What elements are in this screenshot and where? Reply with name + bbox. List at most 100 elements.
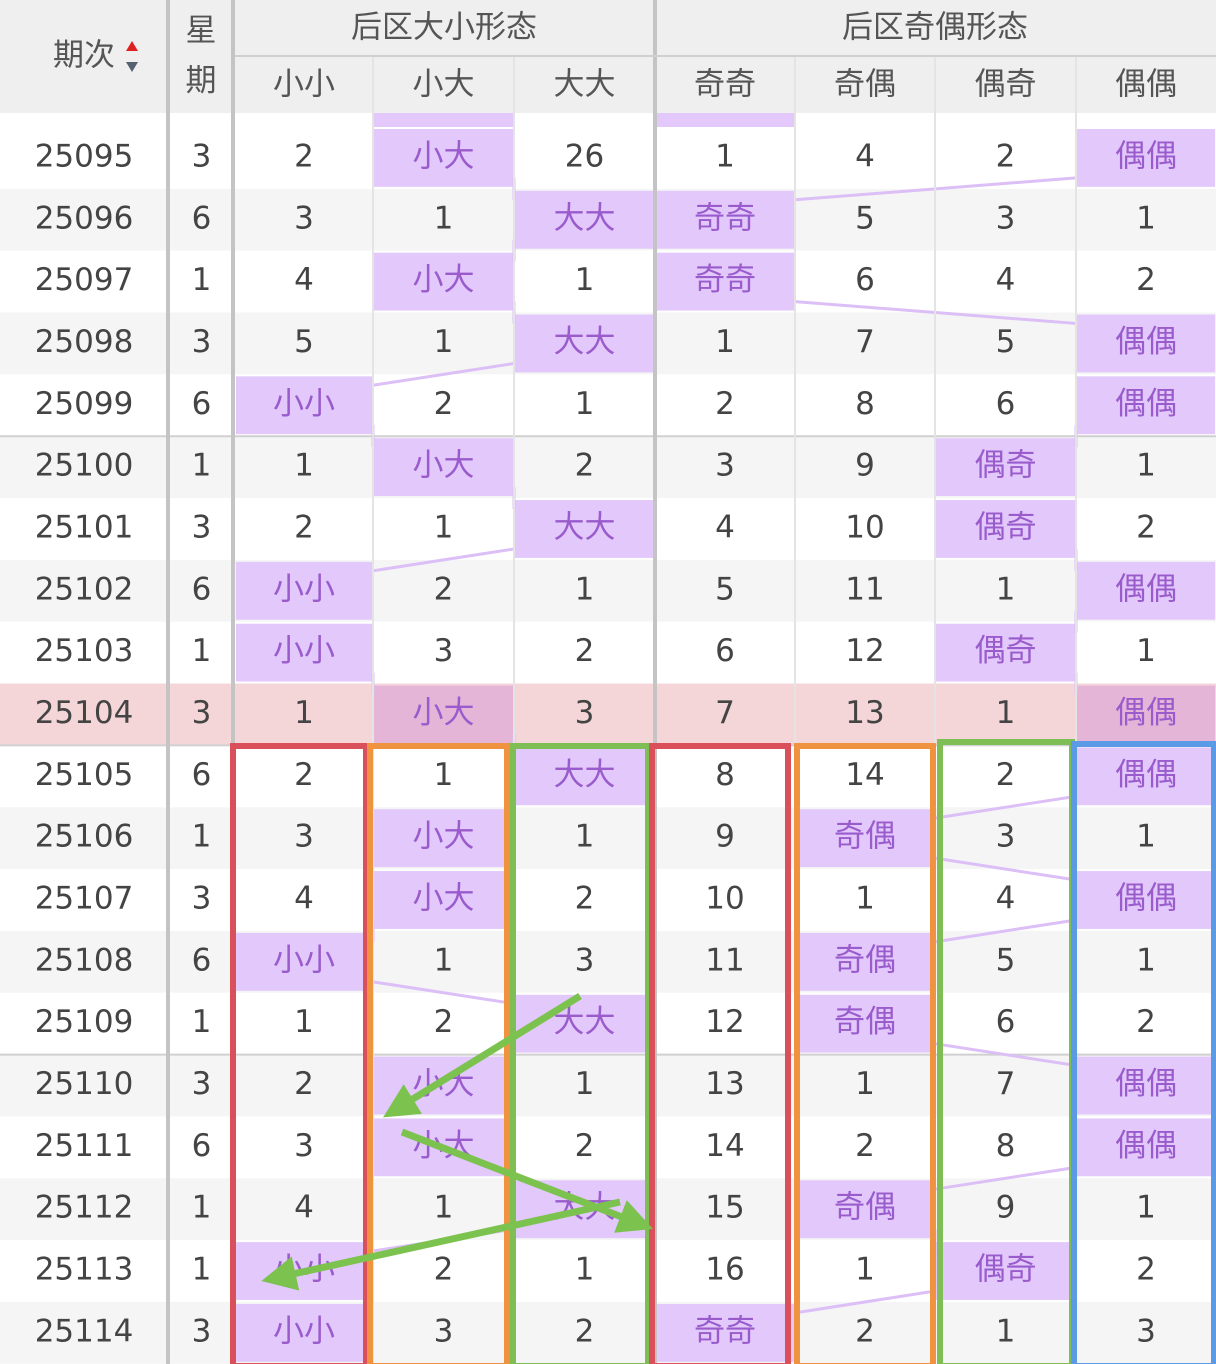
cell-value: 1 <box>1136 1190 1156 1226</box>
hit-cell <box>1077 314 1215 373</box>
weekday: 6 <box>192 942 212 978</box>
weekday-header: 星期 <box>186 13 217 99</box>
cell-value: 4 <box>294 1190 314 1226</box>
cell-value: 6 <box>715 633 735 669</box>
period: 25107 <box>35 881 134 917</box>
cell-value: 7 <box>996 1066 1016 1102</box>
cell-value: 偶奇 <box>975 509 1037 545</box>
cell-value: 小大 <box>413 448 475 484</box>
cell-value: 小大 <box>413 881 475 917</box>
cell-value: 16 <box>705 1252 744 1288</box>
boxes <box>230 739 1216 1364</box>
weekday: 3 <box>192 881 212 917</box>
weekday: 1 <box>192 262 212 298</box>
cell-value: 1 <box>855 1066 875 1102</box>
cell-value: 6 <box>996 386 1016 422</box>
weekday: 1 <box>192 1004 212 1040</box>
cell-value: 3 <box>996 200 1016 236</box>
cell-value: 5 <box>996 942 1016 978</box>
weekday: 3 <box>192 324 212 360</box>
cell-value: 13 <box>705 1066 744 1102</box>
cell-value: 5 <box>996 324 1016 360</box>
hit-cell <box>656 190 794 249</box>
trend-link <box>934 794 1077 820</box>
hit-cell <box>936 438 1075 497</box>
period: 25103 <box>35 633 134 669</box>
hit-cell <box>936 1242 1075 1300</box>
cell-value: 13 <box>845 695 884 731</box>
cell-value: 4 <box>996 881 1016 917</box>
cell-value: 大大 <box>554 324 616 360</box>
cell-value: 15 <box>705 1190 744 1226</box>
cell-value: 偶偶 <box>1115 1066 1177 1102</box>
cell-value: 偶偶 <box>1115 695 1177 731</box>
cell-value: 偶偶 <box>1115 386 1177 422</box>
cell-value: 3 <box>1136 1313 1156 1349</box>
cell-value: 奇奇 <box>694 200 756 236</box>
row-bg <box>0 930 1216 993</box>
cell-value: 1 <box>715 324 735 360</box>
cell-value: 2 <box>1136 509 1156 545</box>
cell-value: 1 <box>434 757 454 793</box>
cell-value: 1 <box>996 1313 1016 1349</box>
hit-cell <box>936 623 1075 682</box>
cell-value: 2 <box>575 633 595 669</box>
cell-value: 1 <box>855 1252 875 1288</box>
group-header: 后区大小形态 <box>351 10 537 46</box>
cell-value: 3 <box>294 819 314 855</box>
hit-cell <box>1077 561 1215 620</box>
hit-cell <box>1077 685 1215 744</box>
hit-cell <box>374 871 513 929</box>
cell-value: 奇偶 <box>834 819 896 855</box>
hit-cell <box>374 129 513 187</box>
cell-value: 1 <box>434 324 454 360</box>
cell-value: 2 <box>1136 1252 1156 1288</box>
hit-cell <box>374 809 513 868</box>
cell-value: 小大 <box>413 262 475 298</box>
cell-value: 偶奇 <box>975 448 1037 484</box>
period: 25095 <box>35 138 134 174</box>
cell-value: 大大 <box>554 200 616 236</box>
cell-value: 2 <box>855 1128 875 1164</box>
cell-value: 2 <box>996 138 1016 174</box>
cell-value: 小小 <box>273 386 335 422</box>
sort-up[interactable] <box>126 41 138 51</box>
cell-value: 偶奇 <box>975 633 1037 669</box>
cell-value: 小小 <box>273 633 335 669</box>
cell-value: 5 <box>855 200 875 236</box>
cell-value: 1 <box>575 386 595 422</box>
hit-cell <box>1077 871 1215 929</box>
cell-value: 4 <box>294 262 314 298</box>
period: 25096 <box>35 200 134 236</box>
cell-value: 1 <box>575 262 595 298</box>
cell-value: 3 <box>294 200 314 236</box>
period: 25097 <box>35 262 134 298</box>
cell-value: 6 <box>855 262 875 298</box>
row-bg <box>0 1116 1216 1179</box>
hit-cell <box>236 376 372 435</box>
cell-value: 3 <box>715 448 735 484</box>
hit-cell <box>515 747 654 806</box>
hit-cell <box>936 500 1075 558</box>
period-header[interactable]: 期次 <box>53 38 115 74</box>
weekday: 6 <box>192 757 212 793</box>
column-header: 偶偶 <box>1115 67 1177 103</box>
hit-cell <box>1077 129 1215 187</box>
hit-cell <box>374 438 513 497</box>
weekday: 1 <box>192 1252 212 1288</box>
sort-down[interactable] <box>126 62 138 72</box>
cell-value: 2 <box>1136 1004 1156 1040</box>
weekday: 3 <box>192 1066 212 1102</box>
cell-value: 4 <box>294 881 314 917</box>
hit-cell <box>515 190 654 249</box>
cell-value: 奇奇 <box>694 262 756 298</box>
cell-value: 9 <box>996 1190 1016 1226</box>
period: 25098 <box>35 324 134 360</box>
cell-value: 3 <box>575 695 595 731</box>
period: 25101 <box>35 509 134 545</box>
cell-value: 小小 <box>273 942 335 978</box>
cell-value: 3 <box>434 1313 454 1349</box>
hit-cell <box>374 685 513 744</box>
cell-value: 偶奇 <box>975 1252 1037 1288</box>
hit-cell <box>1077 1056 1215 1115</box>
